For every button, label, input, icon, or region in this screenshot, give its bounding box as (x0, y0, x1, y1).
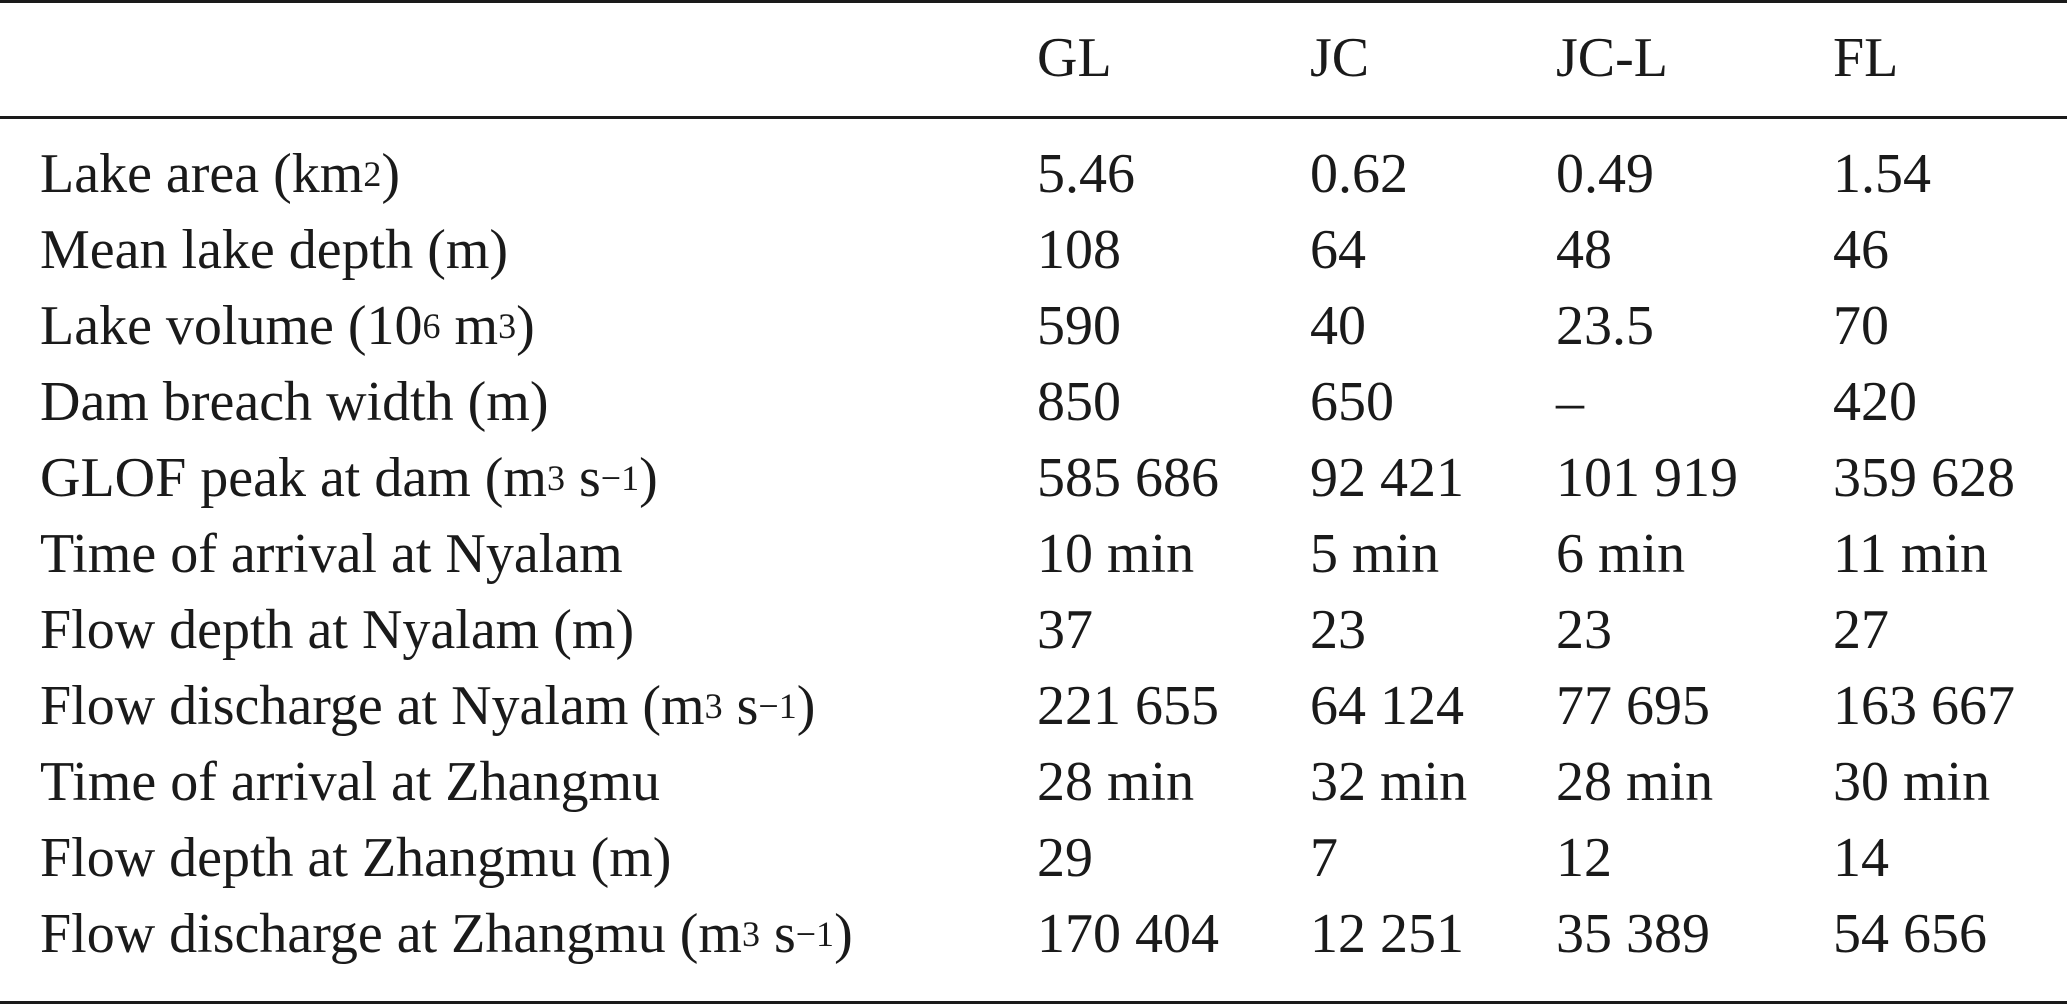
row-label: Flow depth at Zhangmu (m) (40, 826, 671, 890)
table-cell: 23 (1556, 599, 1612, 661)
row-label-mid: s (564, 447, 601, 509)
table-cell: 850 (1037, 371, 1121, 433)
row-label: Lake volume (106 m3) (40, 294, 535, 358)
table-cell: 7 (1310, 827, 1338, 889)
table-cell: 54 656 (1833, 903, 1987, 965)
row-label-tail: ) (639, 447, 658, 509)
table-cell: 92 421 (1310, 447, 1464, 509)
row-label-sup: −1 (795, 914, 835, 954)
table-cell: 30 min (1833, 751, 1991, 813)
row-label-text: Flow discharge at Zhangmu (m (40, 903, 742, 965)
row-label-tail: ) (381, 143, 400, 205)
table-cell: 0.49 (1556, 143, 1654, 205)
table-cell: 101 919 (1556, 447, 1738, 509)
table-cell: 29 (1037, 827, 1093, 889)
table-cell: 221 655 (1037, 675, 1219, 737)
row-label-text: Dam breach width (m) (40, 371, 549, 433)
row-label-mid: s (759, 903, 796, 965)
table-cell: 0.62 (1310, 143, 1408, 205)
table-cell: 23.5 (1556, 295, 1654, 357)
row-label-sup: −1 (600, 458, 640, 498)
row-label: Dam breach width (m) (40, 370, 548, 434)
row-label: Flow discharge at Zhangmu (m3 s−1) (40, 902, 853, 966)
table-cell: 77 695 (1556, 675, 1710, 737)
row-label: Flow depth at Nyalam (m) (40, 598, 634, 662)
row-label-mid: m (440, 295, 499, 357)
row-label-sup: 3 (704, 686, 723, 726)
row-label-sup: 3 (741, 914, 760, 954)
row-label-text: Time of arrival at Nyalam (40, 523, 623, 585)
col-header-fl: FL (1833, 27, 1899, 89)
table-cell: 28 min (1037, 751, 1195, 813)
table-cell: 12 251 (1310, 903, 1464, 965)
col-header-jc-l: JC-L (1556, 27, 1668, 89)
row-label: Lake area (km2) (40, 142, 400, 206)
table-cell: 585 686 (1037, 447, 1219, 509)
table-cell: 5.46 (1037, 143, 1135, 205)
table-cell: 27 (1833, 599, 1889, 661)
table-cell: 11 min (1833, 523, 1989, 585)
row-label-sup: 6 (422, 306, 441, 346)
row-label-text: Flow depth at Zhangmu (m) (40, 827, 672, 889)
table-cell: 35 389 (1556, 903, 1710, 965)
table-cell: 6 min (1556, 523, 1686, 585)
table-cell: 170 404 (1037, 903, 1219, 965)
bottom-rule (0, 1001, 2067, 1004)
table-cell: 46 (1833, 219, 1889, 281)
col-header-gl: GL (1037, 27, 1112, 89)
header-rule (0, 116, 2067, 119)
row-label: Mean lake depth (m) (40, 218, 508, 282)
row-label-text: Lake area (km (40, 143, 364, 205)
table-cell: 28 min (1556, 751, 1714, 813)
table-cell: 1.54 (1833, 143, 1931, 205)
table-cell: 64 (1310, 219, 1366, 281)
table-cell: 32 min (1310, 751, 1468, 813)
table-cell: 10 min (1037, 523, 1195, 585)
row-label-text: Mean lake depth (m) (40, 219, 509, 281)
col-header-jc: JC (1310, 27, 1370, 89)
row-label-text: Flow depth at Nyalam (m) (40, 599, 635, 661)
table-cell: 650 (1310, 371, 1394, 433)
top-rule (0, 0, 2067, 3)
table-cell: 359 628 (1833, 447, 2015, 509)
row-label-tail: ) (796, 675, 816, 737)
row-label-mid: s (722, 675, 759, 737)
table-cell: 5 min (1310, 523, 1440, 585)
table-cell: 37 (1037, 599, 1093, 661)
row-label-sup: 3 (498, 306, 517, 346)
table-cell: 108 (1037, 219, 1121, 281)
row-label: Flow discharge at Nyalam (m3 s−1) (40, 674, 815, 738)
row-label-sup: 3 (546, 458, 565, 498)
table-cell: 70 (1833, 295, 1889, 357)
row-label-text: Lake volume (10 (40, 295, 423, 357)
row-label: Time of arrival at Zhangmu (40, 750, 660, 814)
row-label: GLOF peak at dam (m3 s−1) (40, 446, 658, 510)
row-label-text: Time of arrival at Zhangmu (40, 751, 661, 813)
table-cell: 23 (1310, 599, 1366, 661)
table-cell: – (1556, 371, 1584, 433)
row-label-text: Flow discharge at Nyalam (m (40, 675, 705, 737)
row-label-sup: 2 (363, 154, 382, 194)
table-cell: 48 (1556, 219, 1612, 281)
row-label-text: GLOF peak at dam (m (40, 447, 547, 509)
row-label: Time of arrival at Nyalam (40, 522, 623, 586)
row-label-tail: ) (516, 295, 535, 357)
table-cell: 14 (1833, 827, 1889, 889)
table-cell: 590 (1037, 295, 1121, 357)
table-cell: 12 (1556, 827, 1612, 889)
row-label-sup: −1 (758, 686, 797, 726)
table-cell: 163 667 (1833, 675, 2015, 737)
row-label-tail: ) (834, 903, 853, 965)
table-cell: 420 (1833, 371, 1917, 433)
table-cell: 64 124 (1310, 675, 1464, 737)
table-cell: 40 (1310, 295, 1366, 357)
